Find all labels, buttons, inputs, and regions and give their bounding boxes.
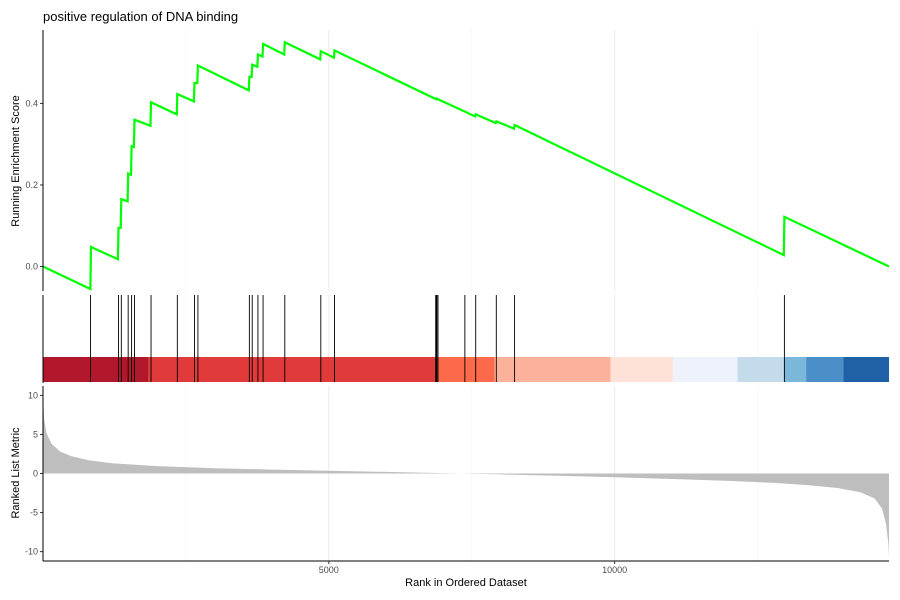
ranked-metric-panel: 10 5 0 -5 -10 5000 10000 Ranked List Metric R… <box>10 386 889 589</box>
y-tick-label: 0.4 <box>25 98 38 108</box>
running-score-grid <box>185 30 758 291</box>
color-bar-segment <box>610 357 673 382</box>
chart-title: positive regulation of DNA binding <box>43 9 238 24</box>
running-score-panel: 0.0 0.2 0.4 Running Enrichment Score <box>10 30 890 291</box>
running-score-y-ticks: 0.0 0.2 0.4 <box>25 98 43 272</box>
ranked-metric-area <box>43 393 889 558</box>
color-bar-segment <box>43 357 149 382</box>
hits-panel <box>42 295 889 383</box>
x-tick-label: 10000 <box>602 565 627 575</box>
x-axis-label: Rank in Ordered Dataset <box>405 577 527 589</box>
color-bar-segment <box>806 357 844 382</box>
color-bar-segment <box>494 357 611 382</box>
x-tick-label: 5000 <box>319 565 339 575</box>
y-tick-label: 0.0 <box>25 262 38 272</box>
y-tick-label: -5 <box>30 508 38 518</box>
hit-lines <box>89 295 785 382</box>
color-bar-segment <box>148 357 436 382</box>
ranked-metric-y-label: Ranked List Metric <box>10 427 22 519</box>
x-ticks: 5000 10000 <box>319 561 627 575</box>
color-bar-segment <box>843 357 889 382</box>
y-tick-label: 0 <box>33 469 38 479</box>
y-tick-label: 5 <box>33 429 38 439</box>
running-score-y-label: Running Enrichment Score <box>10 95 22 226</box>
color-bar-segment <box>783 357 807 382</box>
y-tick-label: 10 <box>28 390 38 400</box>
y-tick-label: 0.2 <box>25 180 38 190</box>
running-score-line <box>42 40 890 291</box>
y-tick-label: -10 <box>25 547 38 557</box>
color-bar <box>43 357 889 382</box>
color-bar-segment <box>737 357 784 382</box>
ranked-metric-y-ticks: 10 5 0 -5 -10 <box>25 390 43 557</box>
color-bar-segment <box>672 357 738 382</box>
